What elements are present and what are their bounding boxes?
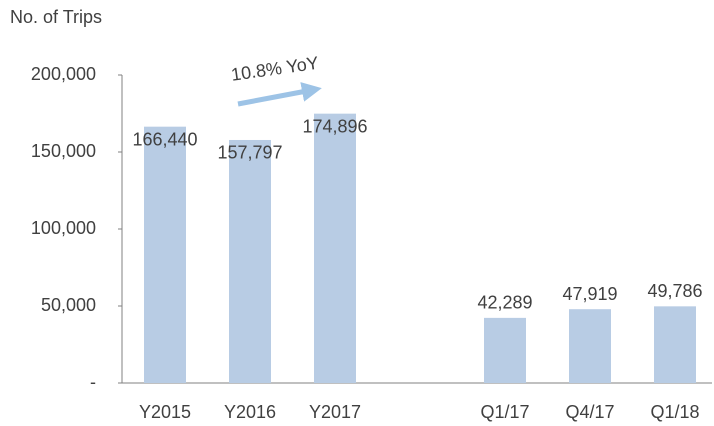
bar — [569, 309, 611, 383]
y-tick-label: 200,000 — [31, 64, 96, 84]
data-label: 47,919 — [562, 284, 617, 304]
bar — [654, 306, 696, 383]
x-tick-label: Q1/18 — [650, 402, 699, 422]
y-tick-label: 50,000 — [41, 295, 96, 315]
x-tick-label: Y2017 — [309, 402, 361, 422]
trend-arrow — [237, 82, 322, 107]
bar — [484, 317, 526, 383]
data-label: 174,896 — [302, 116, 367, 136]
data-label: 166,440 — [132, 129, 197, 149]
y-tick-label: 100,000 — [31, 218, 96, 238]
y-tick-label: 150,000 — [31, 141, 96, 161]
data-label: 157,797 — [217, 143, 282, 163]
bar — [144, 126, 186, 383]
data-label: 42,289 — [477, 293, 532, 313]
x-tick-label: Y2015 — [139, 402, 191, 422]
bar — [229, 139, 271, 383]
annotation: 10.8% YoY — [230, 53, 320, 85]
y-axis-label: No. of Trips — [10, 7, 102, 27]
x-tick-label: Y2016 — [224, 402, 276, 422]
x-tick-label: Q4/17 — [565, 402, 614, 422]
data-label: 49,786 — [647, 281, 702, 301]
bar — [314, 113, 356, 383]
y-tick-label: - — [90, 372, 96, 392]
x-tick-label: Q1/17 — [480, 402, 529, 422]
